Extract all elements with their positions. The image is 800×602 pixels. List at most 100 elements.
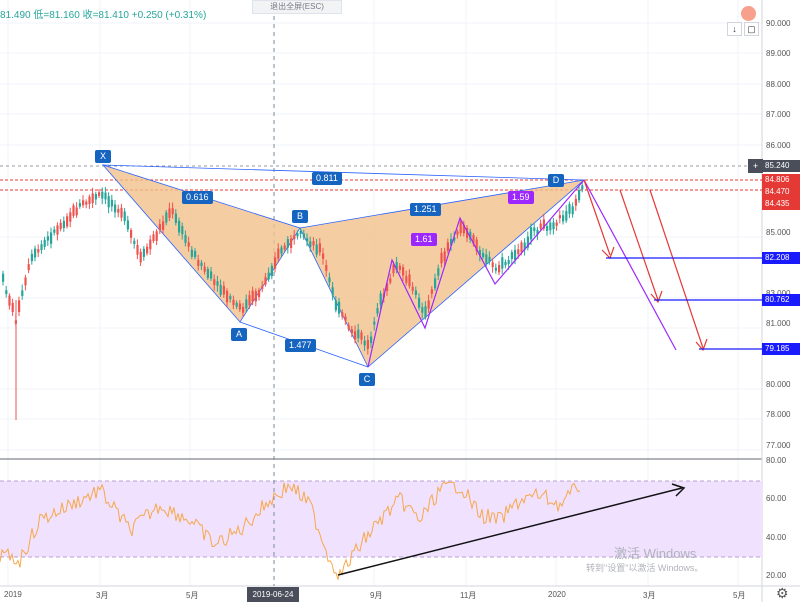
price-tag-target: 80.762: [762, 294, 800, 306]
candle-body: [341, 312, 344, 317]
candle-body: [34, 248, 37, 258]
candle-body: [568, 204, 571, 214]
candle-body: [386, 283, 389, 291]
candle-body: [344, 316, 347, 321]
candle-body: [565, 211, 568, 221]
candle-body: [402, 267, 405, 276]
red-arrow-3: [649, 189, 704, 349]
candle-body: [264, 277, 267, 285]
candle-body: [30, 253, 33, 262]
candle-body: [494, 267, 497, 271]
candle-body: [107, 196, 110, 208]
candle-body: [184, 235, 187, 243]
candle-body: [219, 285, 222, 295]
candle-body: [510, 252, 513, 259]
price-label: 80.000: [766, 380, 791, 389]
price-tag-red: 84.435: [762, 198, 800, 210]
candle-body: [152, 234, 155, 241]
candle-body: [206, 268, 209, 278]
candle-body: [120, 207, 123, 218]
candle-body: [139, 251, 142, 263]
candle-body: [459, 221, 462, 234]
candle-body: [389, 278, 392, 283]
candle-body: [488, 256, 491, 262]
candle-body: [226, 290, 229, 303]
price-label: 89.000: [766, 49, 791, 58]
candle-body: [37, 249, 40, 253]
candle-body: [517, 249, 520, 255]
candle-body: [555, 222, 558, 226]
price-label: 77.000: [766, 441, 791, 450]
settings-gear-icon[interactable]: ⚙: [776, 585, 789, 601]
candle-body: [440, 252, 443, 264]
time-label: 2020: [548, 590, 566, 599]
candle-body: [149, 239, 152, 250]
ratio-label: 0.811: [312, 172, 342, 185]
candle-body: [258, 290, 261, 298]
red-arrow-2: [619, 189, 659, 301]
candle-body: [475, 239, 478, 252]
candle-body: [318, 243, 321, 253]
candle-body: [254, 291, 257, 302]
price-label: 86.000: [766, 141, 791, 150]
candle-body: [238, 303, 241, 310]
price-label: 78.000: [766, 410, 791, 419]
candle-body: [53, 229, 56, 233]
status-dot-icon[interactable]: [741, 6, 756, 21]
candle-body: [437, 268, 440, 276]
candle-body: [462, 224, 465, 234]
candle-body: [267, 272, 270, 280]
arrow-down-icon[interactable]: ↓: [727, 22, 742, 36]
price-label: 87.000: [766, 110, 791, 119]
candle-body: [446, 242, 449, 251]
exit-fullscreen-button[interactable]: 退出全屏(ESC): [252, 0, 342, 14]
compare-button[interactable]: ▢: [744, 22, 759, 36]
candle-body: [85, 201, 88, 205]
candle-body: [155, 231, 158, 241]
candle-body: [533, 227, 536, 232]
price-label: 81.000: [766, 319, 791, 328]
candle-body: [277, 248, 280, 259]
candle-body: [485, 254, 488, 264]
candle-body: [296, 233, 299, 237]
candle-body: [56, 225, 59, 235]
candlesticks: [2, 180, 584, 420]
candle-body: [174, 213, 177, 223]
point-d-label: D: [548, 174, 564, 187]
candle-body: [418, 297, 421, 308]
candle-body: [322, 253, 325, 259]
candle-body: [354, 331, 357, 340]
candle-body: [411, 286, 414, 291]
candle-body: [469, 231, 472, 240]
candle-body: [571, 206, 574, 215]
candle-body: [376, 308, 379, 314]
candle-body: [395, 261, 398, 270]
candle-body: [165, 212, 168, 223]
candle-body: [66, 216, 69, 227]
candle-body: [168, 208, 171, 218]
rsi-label: 60.00: [766, 494, 787, 503]
candle-body: [8, 295, 11, 306]
candle-body: [456, 231, 459, 235]
candle-body: [2, 273, 5, 282]
time-label: 3月: [96, 591, 109, 600]
candle-body: [523, 242, 526, 250]
candle-body: [232, 299, 235, 306]
candle-body: [190, 249, 193, 257]
activation-watermark: 激活 Windows: [614, 546, 697, 561]
rsi-label: 80.00: [766, 456, 787, 465]
candle-body: [104, 192, 107, 200]
candle-body: [514, 249, 517, 261]
candle-body: [274, 257, 277, 269]
candle-body: [578, 190, 581, 201]
price-tag-target: 79.185: [762, 343, 800, 355]
candle-body: [200, 262, 203, 267]
candle-body: [350, 329, 353, 334]
plus-icon[interactable]: +: [748, 159, 763, 173]
candle-body: [158, 224, 161, 231]
candle-body: [331, 287, 334, 296]
candle-body: [290, 238, 293, 249]
candle-body: [133, 240, 136, 244]
candle-body: [398, 265, 401, 270]
